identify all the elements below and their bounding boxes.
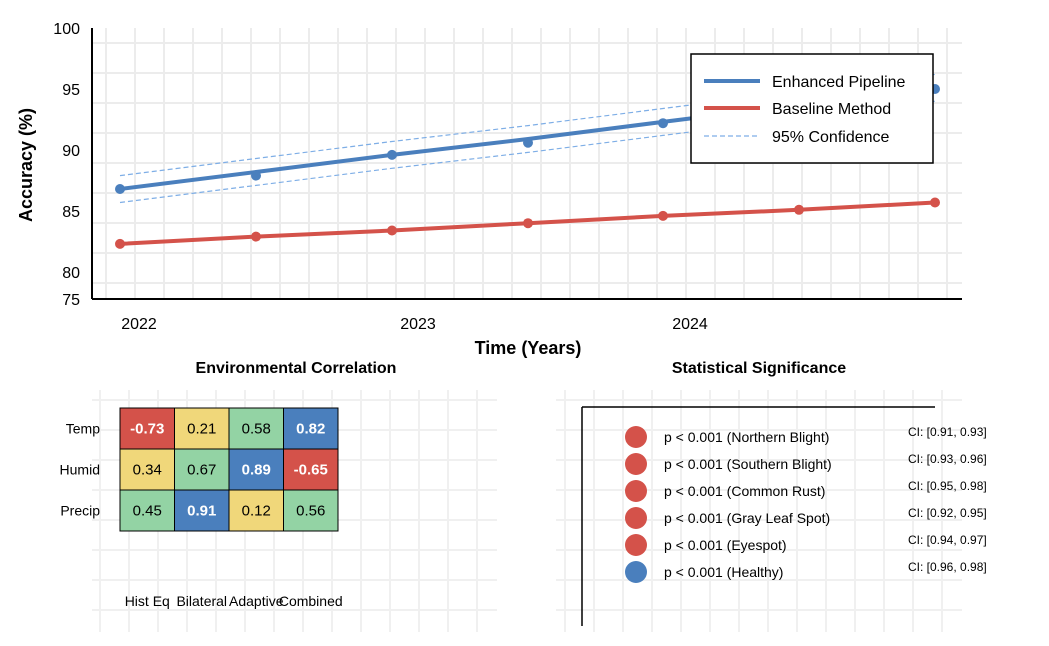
x-axis-title: Time (Years) xyxy=(475,338,582,358)
baseline-data-point xyxy=(794,204,804,215)
significance-title: Statistical Significance xyxy=(672,360,846,377)
tick-labels: 100 95 90 85 80 75 2022 2023 2024 xyxy=(53,21,708,333)
baseline-data-point xyxy=(523,218,533,229)
heatmap-value: 0.58 xyxy=(242,421,271,438)
heatmap: -0.73 0.21 0.58 0.82 0.34 0.67 0.89 -0.65 0.45 0.… xyxy=(60,407,343,609)
legend: Enhanced Pipeline Baseline Method 95% Conf… xyxy=(690,53,934,164)
baseline-data-point xyxy=(658,210,668,221)
confidence-interval-label: CI: [0.95, 0.98] xyxy=(908,479,987,493)
enhanced-data-point xyxy=(115,184,125,194)
significance-label: p < 0.001 (Southern Blight) xyxy=(664,456,832,472)
x-tick-label: 2024 xyxy=(672,316,708,333)
heatmap-value: 0.21 xyxy=(187,421,216,438)
y-axis-title: Accuracy (%) xyxy=(16,108,36,222)
confidence-interval-label: CI: [0.96, 0.98] xyxy=(908,560,987,574)
heatmap-value: 0.67 xyxy=(187,462,216,479)
heatmap-row-label: Humid xyxy=(60,462,100,478)
heatmap-value: 0.91 xyxy=(187,503,216,520)
confidence-interval-label: CI: [0.91, 0.93] xyxy=(908,425,987,439)
confidence-interval-label: CI: [0.93, 0.96] xyxy=(908,452,987,466)
heatmap-value: 0.56 xyxy=(296,503,325,520)
grid xyxy=(92,28,962,299)
significance-marker xyxy=(625,480,647,502)
x-tick-label: 2022 xyxy=(121,316,157,333)
heatmap-cell xyxy=(283,407,339,450)
confidence-interval-label: CI: [0.94, 0.97] xyxy=(908,533,987,547)
heatmap-value: 0.89 xyxy=(242,462,271,479)
significance-marker xyxy=(625,453,647,475)
heatmap-value: 0.45 xyxy=(133,503,162,520)
significance-marker xyxy=(625,534,647,556)
y-tick-label: 75 xyxy=(62,292,80,309)
y-tick-label: 85 xyxy=(62,204,80,221)
baseline-data-point xyxy=(115,238,125,249)
heatmap-title: Environmental Correlation xyxy=(196,360,397,377)
heatmap-column-label: Combined xyxy=(279,593,343,609)
significance-label: p < 0.001 (Common Rust) xyxy=(664,483,825,499)
heatmap-value: 0.34 xyxy=(133,462,162,479)
significance-label: p < 0.001 (Eyespot) xyxy=(664,537,787,553)
legend-label: Baseline Method xyxy=(772,101,891,118)
enhanced-data-point xyxy=(658,118,668,129)
significance-label: p < 0.001 (Gray Leaf Spot) xyxy=(664,510,830,526)
heatmap-column-label: Adaptive xyxy=(229,593,284,609)
significance-label: p < 0.001 (Northern Blight) xyxy=(664,429,829,445)
heatmap-row-label: Precip xyxy=(60,503,100,519)
heatmap-value: 0.82 xyxy=(296,421,325,438)
y-tick-label: 100 xyxy=(53,21,80,38)
heatmap-column-label: Hist Eq xyxy=(125,593,170,609)
significance-marker xyxy=(625,426,647,448)
heatmap-cell xyxy=(174,407,230,450)
heatmap-cell xyxy=(283,489,339,532)
confidence-interval-label: CI: [0.92, 0.95] xyxy=(908,506,987,520)
enhanced-data-point xyxy=(523,137,533,148)
baseline-data-point xyxy=(251,231,261,242)
significance-marker xyxy=(625,561,647,583)
heatmap-cell xyxy=(119,448,175,491)
y-tick-label: 95 xyxy=(62,82,80,99)
baseline-data-point xyxy=(930,197,940,208)
baseline-data-point xyxy=(387,225,397,236)
heatmap-cell xyxy=(174,489,230,532)
heatmap-cell xyxy=(119,489,175,532)
significance-marker xyxy=(625,507,647,529)
axes xyxy=(91,28,962,300)
heatmap-value: 0.12 xyxy=(242,503,271,520)
significance-list: p < 0.001 (Northern Blight) CI: [0.91, 0.… xyxy=(581,406,987,626)
heatmap-column-label: Bilateral xyxy=(176,593,227,609)
heatmap-cell xyxy=(119,407,175,450)
significance-label: p < 0.001 (Healthy) xyxy=(664,564,783,580)
heatmap-cell xyxy=(228,489,284,532)
enhanced-data-point xyxy=(387,149,397,160)
heatmap-row-label: Temp xyxy=(66,421,100,437)
series-points xyxy=(115,84,940,249)
x-tick-label: 2023 xyxy=(400,316,436,333)
heatmap-cell xyxy=(283,448,339,491)
heatmap-value: -0.73 xyxy=(130,421,164,438)
y-tick-label: 80 xyxy=(62,265,80,282)
legend-label: 95% Confidence xyxy=(772,129,890,146)
heatmap-value: -0.65 xyxy=(294,462,328,479)
significance-grid-background xyxy=(556,390,962,632)
enhanced-data-point xyxy=(251,170,261,181)
legend-label: Enhanced Pipeline xyxy=(772,74,906,91)
y-tick-label: 90 xyxy=(62,143,80,160)
